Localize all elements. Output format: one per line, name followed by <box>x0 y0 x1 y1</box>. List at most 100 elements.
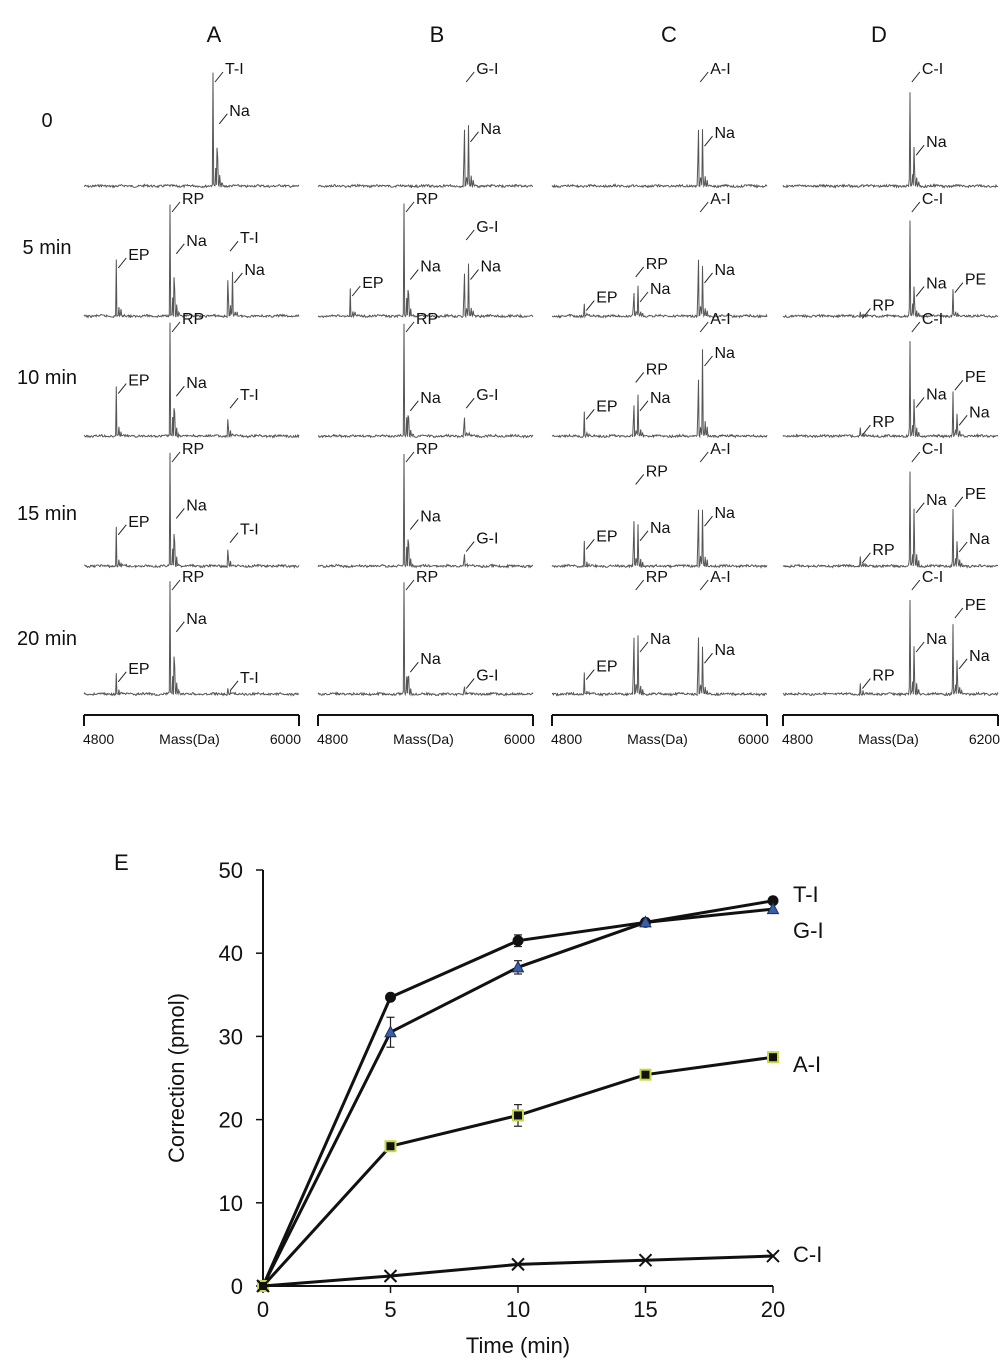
peak-callout-line <box>915 397 925 408</box>
column-title: B <box>430 22 445 47</box>
peak-label: PE <box>965 272 986 289</box>
peak-label: RP <box>416 311 438 328</box>
peak-label: Na <box>969 404 990 421</box>
peak-callout-line <box>954 607 964 619</box>
series-label: T-I <box>793 882 819 907</box>
peak-label: Na <box>926 631 947 648</box>
mass-spectra-panels: A B C D 0 5 min 10 min 15 min 20 min T-I Na EP RP Na T… <box>17 22 1000 747</box>
row-label: 0 <box>41 110 52 132</box>
peak-callout-line <box>958 415 968 426</box>
spectrum-trace <box>317 203 534 319</box>
spectrum-trace <box>318 323 534 439</box>
peak-label: G-I <box>476 219 498 236</box>
peak-label: RP <box>872 668 894 685</box>
peak-callout-line <box>635 474 645 485</box>
peak-label: A-I <box>710 61 730 78</box>
peak-callout-line <box>465 678 475 689</box>
peak-label: Na <box>715 125 736 142</box>
peak-label: Na <box>481 121 502 138</box>
peak-label: C-I <box>922 441 943 458</box>
row-label: 10 min <box>17 367 77 389</box>
axis-min-label: 4800 <box>551 731 582 747</box>
data-point <box>512 1109 524 1122</box>
series-label: A-I <box>793 1052 821 1077</box>
peak-callout-line <box>639 530 649 542</box>
spectrum-trace <box>83 581 300 697</box>
peak-label: G-I <box>476 531 498 548</box>
column-title: A <box>207 22 222 47</box>
peak-callout-line <box>171 201 181 213</box>
peak-callout-line <box>405 451 415 463</box>
series-line <box>262 1254 774 1288</box>
column-title: C <box>661 22 677 47</box>
peak-label: Na <box>969 648 990 665</box>
y-tick-label: 0 <box>231 1274 243 1299</box>
peak-label: T-I <box>225 61 244 78</box>
peak-callout-line <box>635 579 645 591</box>
peak-callout-line <box>351 285 361 297</box>
spectrum-trace <box>782 341 999 439</box>
spectrum-trace <box>83 322 300 439</box>
data-point <box>767 1051 779 1064</box>
peak-label: PE <box>965 486 986 503</box>
data-point <box>639 915 652 928</box>
peak-label: RP <box>646 569 668 586</box>
x-tick-label: 20 <box>761 1297 785 1322</box>
series-label: C-I <box>793 1242 822 1267</box>
spectrum-trace <box>83 452 300 569</box>
peak-callout-line <box>470 269 479 280</box>
data-point <box>766 902 780 915</box>
column-title: D <box>871 22 887 47</box>
peak-label: RP <box>182 311 204 328</box>
peak-label: Na <box>926 275 947 292</box>
peak-callout-line <box>635 266 645 278</box>
peak-label: Na <box>420 259 441 276</box>
axis-title: Mass(Da) <box>159 731 220 747</box>
peak-label: PE <box>965 597 986 614</box>
peak-callout-line <box>233 272 243 284</box>
peak-label: Na <box>186 611 207 628</box>
peak-callout-line <box>954 379 964 391</box>
peak-callout-line <box>699 579 709 591</box>
axis-title: Mass(Da) <box>393 731 454 747</box>
peak-callout-line <box>405 579 415 591</box>
mass-axis-bracket: 4800 Mass(Da) 6200 <box>782 714 1000 747</box>
peak-callout-line <box>699 451 709 463</box>
peak-callout-line <box>465 397 475 409</box>
peak-label: PE <box>965 369 986 386</box>
spectrum-trace <box>782 599 999 697</box>
peak-label: EP <box>128 373 149 390</box>
peak-callout-line <box>117 671 127 683</box>
peak-label: Na <box>715 345 736 362</box>
data-point <box>511 1257 525 1272</box>
peak-label: RP <box>646 256 668 273</box>
axis-min-label: 4800 <box>317 731 348 747</box>
peak-label: RP <box>646 463 668 480</box>
peak-callout-line <box>171 451 181 463</box>
peak-callout-line <box>117 383 127 394</box>
peak-callout-line <box>704 515 713 527</box>
y-axis-title: Correction (pmol) <box>164 993 189 1163</box>
y-tick-label: 40 <box>219 941 243 966</box>
peak-label: C-I <box>922 311 943 328</box>
peak-callout-line <box>915 144 925 156</box>
axis-min-label: 4800 <box>782 731 813 747</box>
peak-callout-line <box>704 652 713 664</box>
peak-callout-line <box>915 286 925 297</box>
y-tick-label: 20 <box>219 1108 243 1133</box>
mass-axis-bracket: 4800 Mass(Da) 6000 <box>317 714 535 747</box>
peak-label: Na <box>926 134 947 151</box>
peak-callout-line <box>465 541 475 552</box>
spectrum-trace <box>551 635 768 697</box>
peak-label: Na <box>186 497 207 514</box>
data-point <box>385 991 396 1003</box>
mass-axis-bracket: 4800 Mass(Da) 6000 <box>551 714 769 747</box>
spectrum-trace <box>551 509 768 569</box>
peak-label: A-I <box>710 311 730 328</box>
peak-label: T-I <box>240 230 259 247</box>
peak-label: G-I <box>476 668 498 685</box>
peak-label: Na <box>420 651 441 668</box>
spectrum-trace <box>551 259 768 319</box>
peak-callout-line <box>409 519 419 530</box>
peak-callout-line <box>862 678 871 689</box>
